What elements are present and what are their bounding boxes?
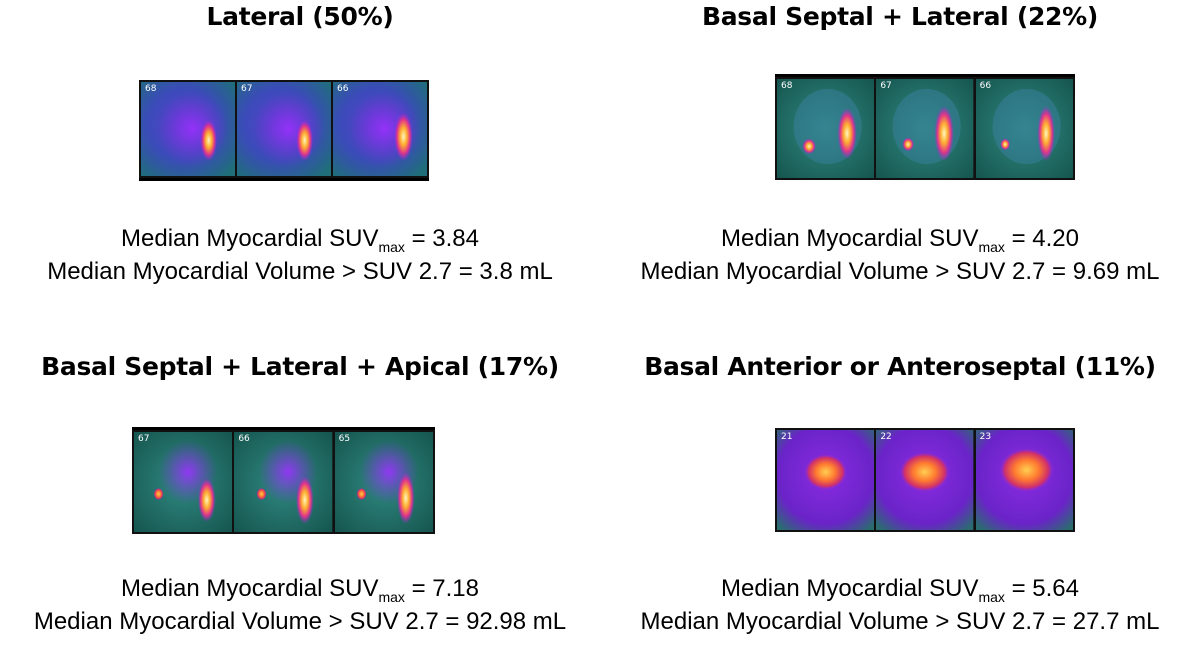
frame-number: 67 (241, 84, 253, 94)
suv-value: = 3.84 (404, 225, 479, 252)
frame-number: 67 (880, 81, 892, 91)
frame-number: 67 (138, 434, 150, 444)
suv-subscript: max (978, 589, 1005, 605)
frame-number: 66 (337, 84, 349, 94)
frame-number: 65 (338, 434, 351, 444)
frame-number: 22 (880, 432, 892, 442)
suv-max-line: Median Myocardial SUVmax = 4.20 (600, 222, 1200, 255)
pet-image-strip: 21 22 23 (775, 428, 1075, 532)
pet-frame: 68 (141, 82, 235, 176)
frame-number: 68 (145, 84, 157, 94)
pet-image-strip: 68 67 66 (139, 80, 429, 181)
pet-scan-image (234, 432, 333, 532)
suv-subscript: max (378, 589, 405, 605)
suv-label: Median Myocardial SUV (721, 575, 979, 602)
volume-line: Median Myocardial Volume > SUV 2.7 = 3.8… (47, 258, 553, 285)
pet-frame: 67 (237, 82, 331, 176)
pet-image-strip: 68 67 66 (775, 74, 1075, 180)
suv-max-line: Median Myocardial SUVmax = 3.84 (0, 222, 600, 255)
pet-frame: 21 (777, 430, 875, 530)
panel-stats: Median Myocardial SUVmax = 7.18 Median M… (0, 572, 600, 638)
pet-scan-image (141, 82, 235, 176)
frame-number: 66 (238, 434, 250, 444)
panel-stats: Median Myocardial SUVmax = 5.64 Median M… (600, 572, 1200, 638)
frame-number: 68 (781, 81, 793, 91)
suv-value: = 4.20 (1004, 225, 1079, 252)
suv-label: Median Myocardial SUV (721, 225, 979, 252)
panel-title: Basal Septal + Lateral + Apical (17%) (41, 352, 559, 381)
pet-frame: 67 (134, 432, 233, 532)
pet-frame: 66 (975, 79, 1073, 178)
pet-scan-image (333, 82, 427, 176)
pet-frame: 22 (876, 430, 974, 530)
pet-frame: 68 (777, 79, 875, 178)
suv-subscript: max (978, 239, 1005, 255)
panel-basal-septal-lateral: Basal Septal + Lateral (22%) 68 67 66 (600, 0, 1200, 324)
pet-scan-image (134, 432, 233, 532)
panel-lateral: Lateral (50%) 68 67 66 (0, 0, 600, 324)
panel-title: Lateral (50%) (206, 2, 394, 31)
volume-line: Median Myocardial Volume > SUV 2.7 = 9.6… (640, 258, 1160, 285)
pet-frame: 23 (975, 430, 1073, 530)
suv-max-line: Median Myocardial SUVmax = 7.18 (0, 572, 600, 605)
suv-max-line: Median Myocardial SUVmax = 5.64 (600, 572, 1200, 605)
panel-title: Basal Septal + Lateral (22%) (701, 2, 1099, 31)
volume-line: Median Myocardial Volume > SUV 2.7 = 92.… (33, 608, 567, 635)
pet-frame: 66 (333, 82, 427, 176)
pet-frame: 65 (334, 432, 433, 532)
panel-basal-septal-lateral-apical: Basal Septal + Lateral + Apical (17%) 67… (0, 324, 600, 648)
suv-value: = 7.18 (404, 575, 479, 602)
panel-basal-anterior: Basal Anterior or Anteroseptal (11%) 21 … (600, 324, 1200, 648)
pet-image-strip: 67 66 65 (132, 427, 435, 534)
frame-number: 21 (781, 432, 793, 442)
panel-title: Basal Anterior or Anteroseptal (11%) (644, 352, 1156, 381)
suv-label: Median Myocardial SUV (121, 575, 379, 602)
panel-stats: Median Myocardial SUVmax = 4.20 Median M… (600, 222, 1200, 288)
frame-number: 23 (979, 432, 992, 442)
pet-scan-image (777, 79, 875, 178)
frame-number: 66 (979, 81, 992, 91)
pet-scan-image (876, 79, 974, 178)
suv-label: Median Myocardial SUV (121, 225, 379, 252)
pet-scan-image (334, 432, 433, 532)
pet-scan-image (876, 430, 974, 530)
pet-frame: 66 (234, 432, 333, 532)
panel-stats: Median Myocardial SUVmax = 3.84 Median M… (0, 222, 600, 288)
pet-scan-image (777, 430, 875, 530)
pet-scan-image (975, 79, 1073, 178)
pet-frame: 67 (876, 79, 974, 178)
pet-scan-image (975, 430, 1073, 530)
pet-scan-image (237, 82, 331, 176)
suv-subscript: max (378, 239, 405, 255)
suv-value: = 5.64 (1004, 575, 1079, 602)
volume-line: Median Myocardial Volume > SUV 2.7 = 27.… (640, 608, 1160, 635)
